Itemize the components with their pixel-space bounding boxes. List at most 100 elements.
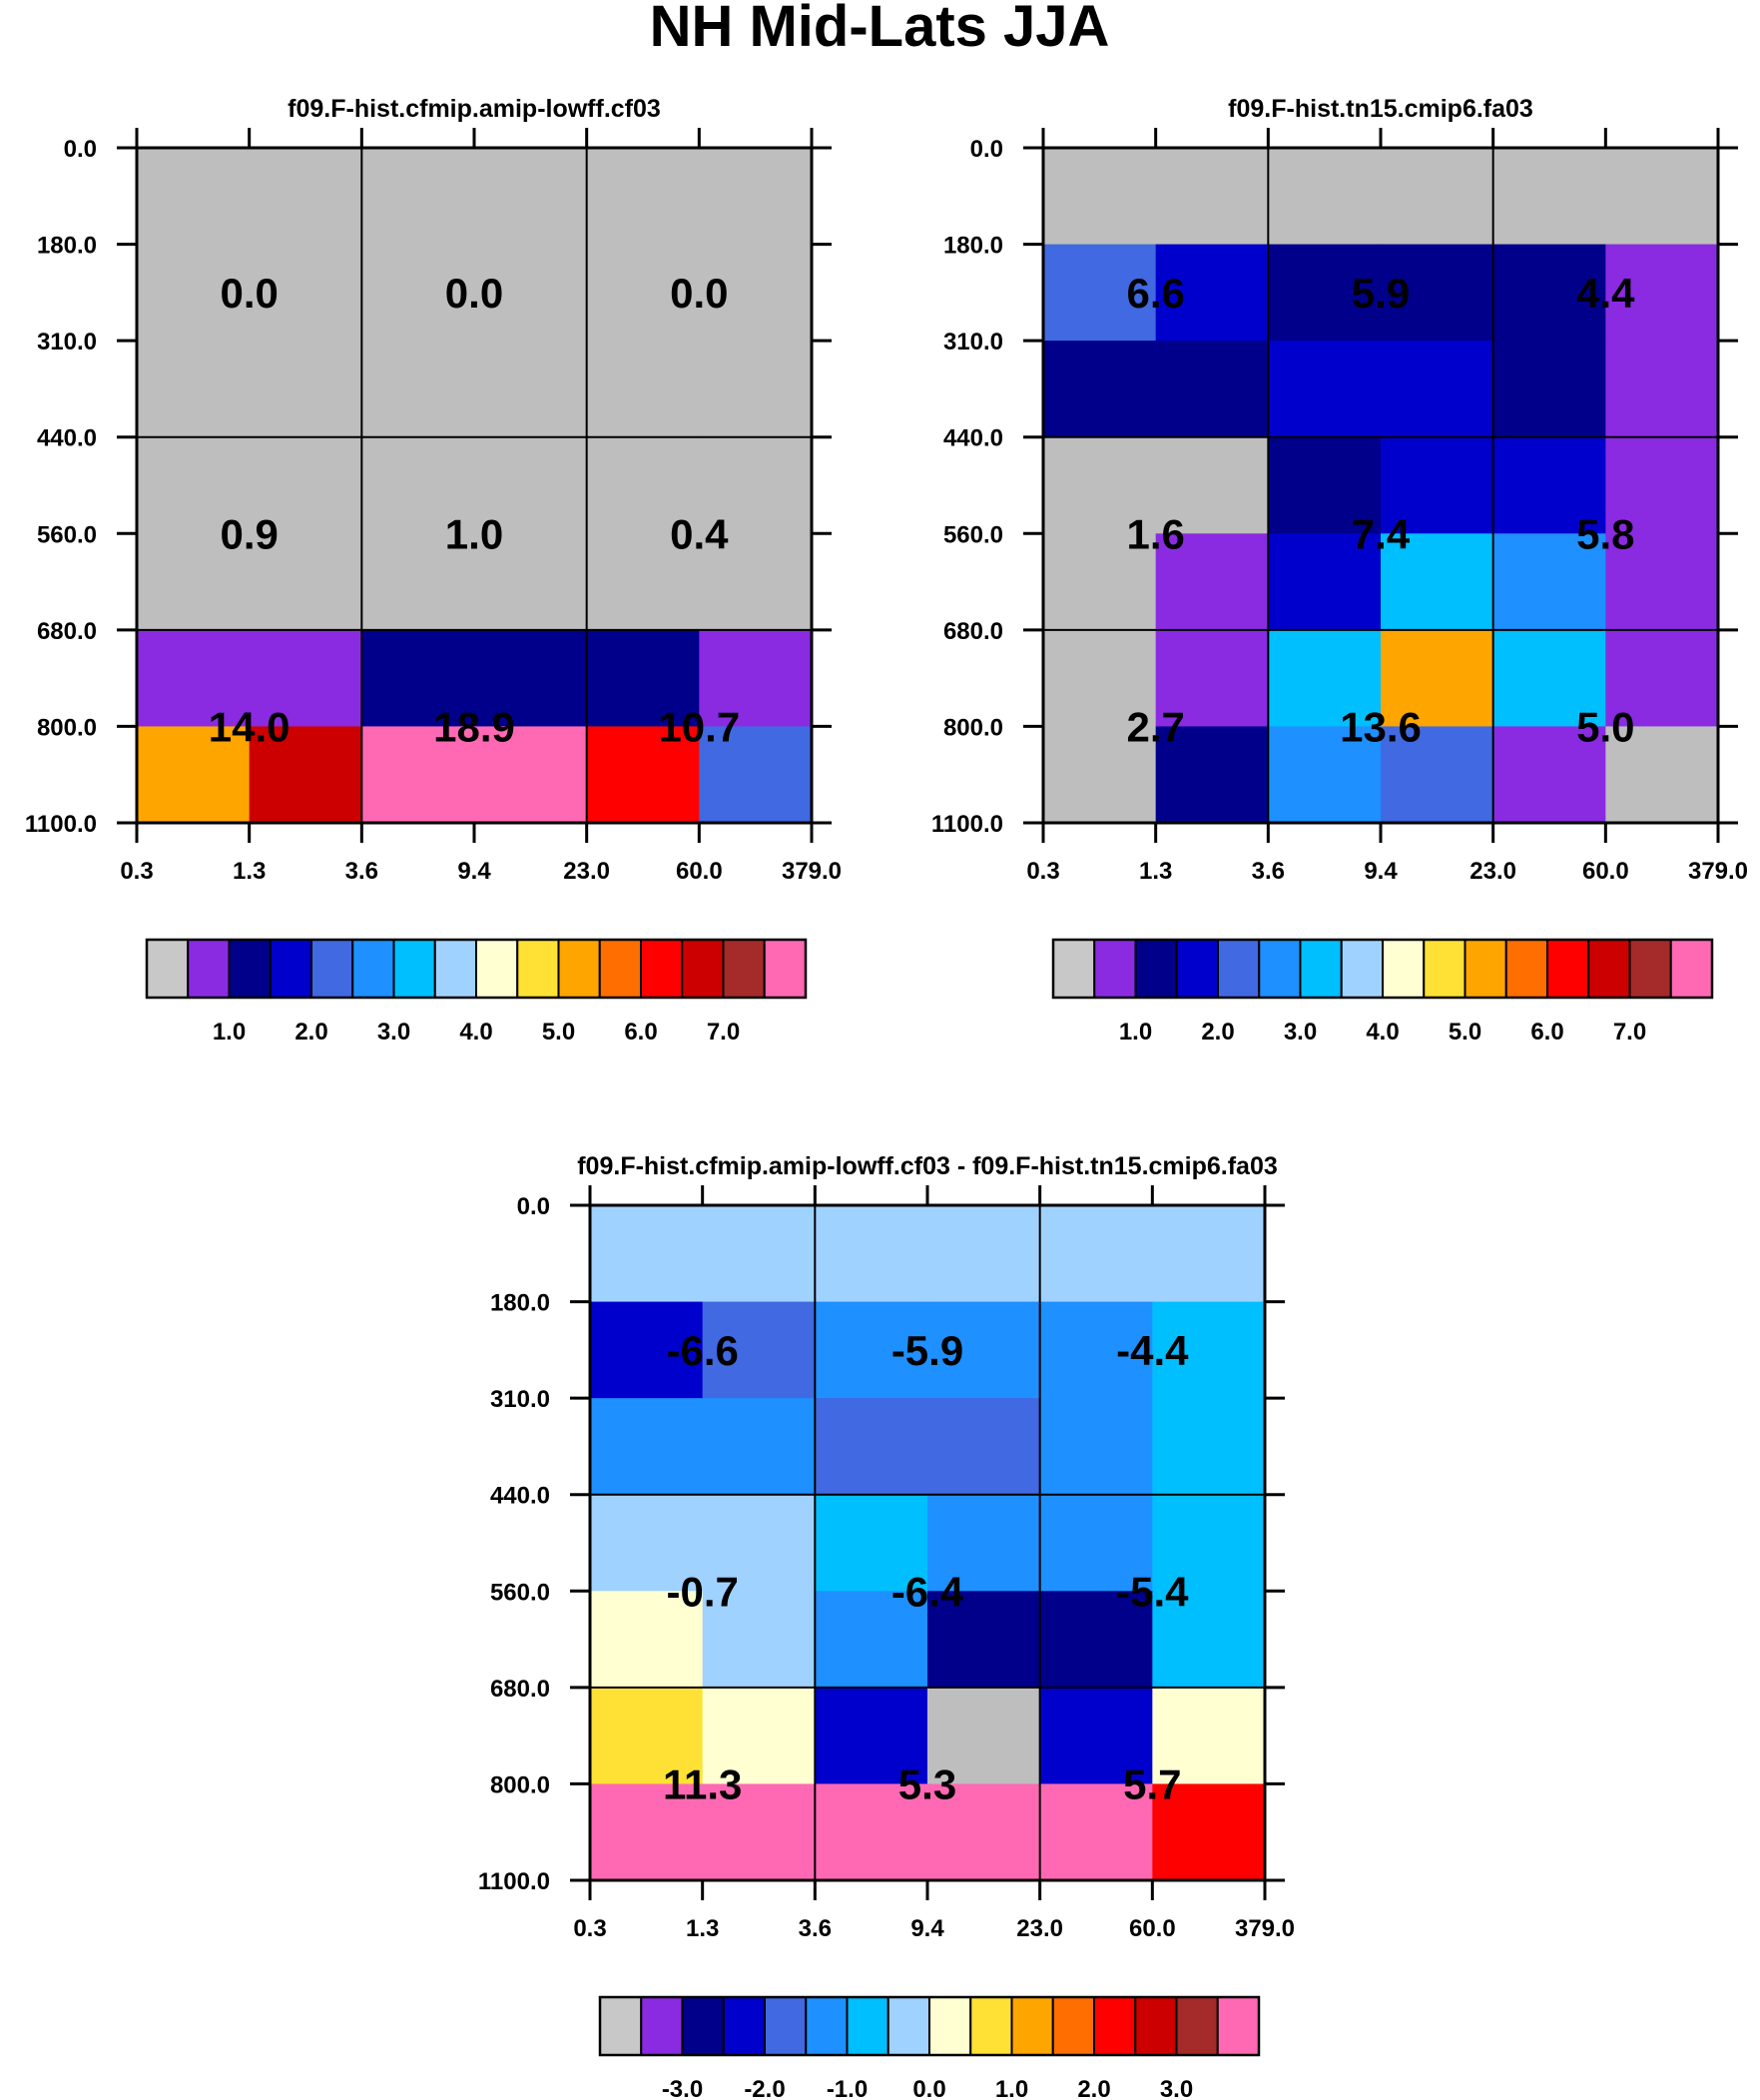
heatmap-cell bbox=[590, 1687, 704, 1785]
y-tick-label: 180.0 bbox=[943, 233, 1003, 260]
x-tick-label: 0.3 bbox=[120, 858, 153, 885]
heatmap-cell bbox=[1605, 726, 1719, 824]
heatmap-cell bbox=[361, 244, 475, 342]
x-tick-label: 3.6 bbox=[799, 1915, 832, 1942]
y-tick-label: 440.0 bbox=[37, 425, 97, 452]
heatmap-cell bbox=[815, 1205, 928, 1303]
heatmap-cell bbox=[1492, 629, 1606, 728]
heatmap-cell bbox=[699, 148, 813, 246]
colorbar-label: -3.0 bbox=[662, 2076, 703, 2100]
heatmap-cell bbox=[361, 726, 475, 824]
block-value-label: 10.7 bbox=[658, 703, 740, 750]
colorbar-swatch bbox=[1258, 939, 1302, 999]
block-value-label: -6.4 bbox=[891, 1568, 964, 1615]
heatmap-cell bbox=[474, 629, 588, 728]
block-value-label: 6.6 bbox=[1126, 270, 1184, 317]
colorbar-label: -1.0 bbox=[827, 2076, 868, 2100]
y-tick-label: 680.0 bbox=[490, 1676, 550, 1703]
colorbar-swatch bbox=[310, 939, 354, 999]
y-tick-label: 180.0 bbox=[490, 1290, 550, 1317]
heatmap-cell bbox=[1381, 533, 1494, 631]
heatmap-cell bbox=[1492, 341, 1606, 438]
y-tick-label: 1100.0 bbox=[931, 811, 1003, 838]
colorbar-swatch bbox=[722, 1996, 766, 2056]
colorbar-swatch bbox=[640, 1996, 684, 2056]
y-tick-label: 310.0 bbox=[490, 1386, 550, 1413]
heatmap-cell bbox=[927, 1205, 1041, 1303]
colorbar-swatch bbox=[640, 939, 684, 999]
colorbar-label: 5.0 bbox=[1449, 1019, 1481, 1046]
heatmap-cell bbox=[249, 629, 362, 728]
y-tick-label: 1100.0 bbox=[478, 1868, 550, 1895]
colorbar-swatch bbox=[1134, 1996, 1178, 2056]
heatmap-cell bbox=[1043, 436, 1157, 534]
colorbar-swatch bbox=[351, 939, 395, 999]
heatmap-cell bbox=[1268, 436, 1382, 534]
block-value-label: 5.8 bbox=[1576, 510, 1634, 557]
y-tick-label: 440.0 bbox=[943, 425, 1003, 452]
heatmap-cell bbox=[1605, 436, 1719, 534]
x-tick-label: 0.3 bbox=[1026, 858, 1059, 885]
colorbar-swatch bbox=[187, 939, 231, 999]
heatmap-cell bbox=[815, 1783, 928, 1881]
colorbar-swatch bbox=[1382, 939, 1426, 999]
y-tick-label: 800.0 bbox=[943, 714, 1003, 741]
heatmap-cell bbox=[1155, 436, 1269, 534]
heatmap-cell bbox=[137, 436, 251, 534]
heatmap-cell bbox=[590, 1591, 704, 1689]
heatmap-cell bbox=[586, 341, 700, 438]
colorbar-frame bbox=[1051, 938, 1714, 1000]
heatmap-cell bbox=[474, 436, 588, 534]
figure-title: NH Mid-Lats JJA bbox=[650, 0, 1110, 59]
heatmap-cell bbox=[815, 1591, 928, 1689]
y-tick-label: 560.0 bbox=[490, 1579, 550, 1606]
panel-title: f09.F-hist.tn15.cmip6.fa03 bbox=[1228, 95, 1533, 123]
colorbar-swatch bbox=[846, 1996, 889, 2056]
x-tick-label: 379.0 bbox=[782, 858, 842, 885]
heatmap-cell bbox=[699, 436, 813, 534]
heatmap-cell bbox=[137, 341, 251, 438]
panel-title: f09.F-hist.cfmip.amip-lowff.cf03 bbox=[288, 95, 661, 123]
x-tick-label: 0.3 bbox=[573, 1915, 606, 1942]
heatmap-cell bbox=[1605, 148, 1719, 246]
colorbar-swatch bbox=[1051, 1996, 1095, 2056]
colorbar-swatch bbox=[1587, 939, 1631, 999]
x-tick-label: 3.6 bbox=[345, 858, 378, 885]
heatmap-cell bbox=[1152, 1687, 1266, 1785]
block-value-label: 1.0 bbox=[445, 510, 503, 557]
heatmap-cell bbox=[137, 244, 251, 342]
colorbar-swatch bbox=[1504, 939, 1548, 999]
heatmap-cell bbox=[1155, 244, 1269, 342]
heatmap-cell bbox=[1268, 533, 1382, 631]
x-tick-label: 9.4 bbox=[910, 1915, 944, 1942]
heatmap-cell bbox=[702, 1494, 816, 1592]
heatmap-cell bbox=[927, 1783, 1041, 1881]
heatmap-cell bbox=[1152, 1301, 1266, 1399]
colorbar-label: 7.0 bbox=[1613, 1019, 1646, 1046]
heatmap-cell bbox=[702, 1205, 816, 1303]
colorbar-label: 0.0 bbox=[912, 2076, 945, 2100]
colorbar-swatch bbox=[722, 939, 766, 999]
y-tick-label: 680.0 bbox=[37, 618, 97, 645]
colorbar-swatch bbox=[1628, 939, 1672, 999]
block-value-label: -5.4 bbox=[1116, 1568, 1189, 1615]
y-tick-label: 180.0 bbox=[37, 233, 97, 260]
heatmap-cell bbox=[474, 533, 588, 631]
heatmap-cell bbox=[249, 533, 362, 631]
colorbar-swatch bbox=[681, 939, 725, 999]
heatmap-cell bbox=[927, 1591, 1041, 1689]
heatmap-cell bbox=[249, 244, 362, 342]
heatmap-cell bbox=[1605, 629, 1719, 728]
heatmap-cell bbox=[1268, 244, 1382, 342]
heatmap-cell bbox=[1043, 726, 1157, 824]
x-tick-label: 60.0 bbox=[1582, 858, 1629, 885]
heatmap-cell bbox=[927, 1687, 1041, 1785]
block-value-label: -6.6 bbox=[666, 1327, 738, 1374]
colorbar-swatch bbox=[1134, 939, 1178, 999]
block-value-label: 5.3 bbox=[898, 1760, 956, 1807]
colorbar-swatch bbox=[599, 1996, 643, 2056]
colorbar-swatch bbox=[392, 939, 436, 999]
y-tick-label: 0.0 bbox=[64, 136, 97, 163]
block-value-label: 1.6 bbox=[1126, 510, 1184, 557]
